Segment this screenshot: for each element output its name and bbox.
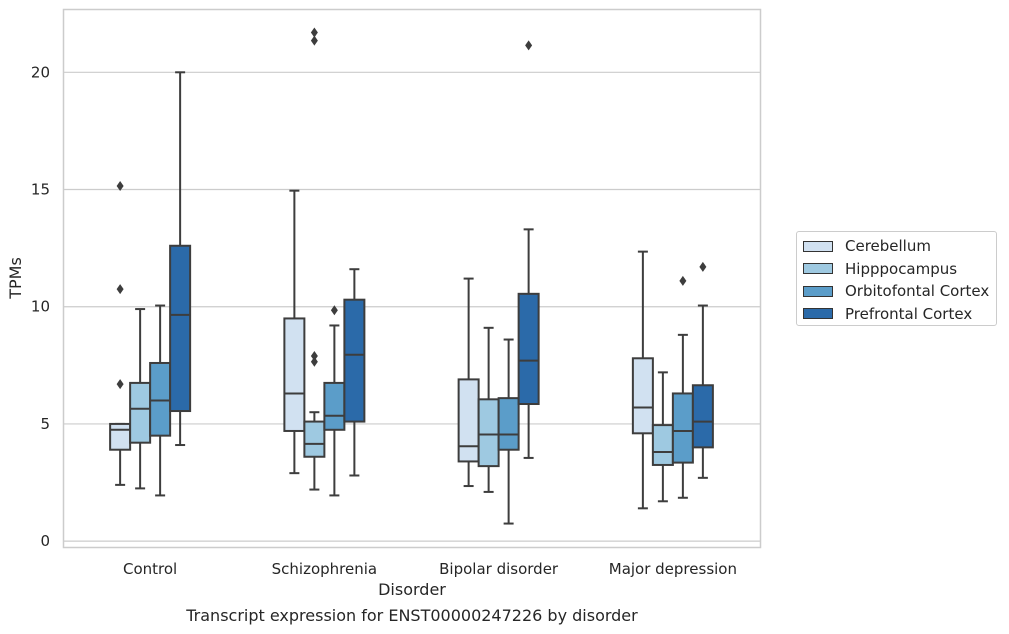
- box-iqr: [497, 397, 520, 451]
- x-tick-label: Bipolar disorder: [439, 560, 559, 578]
- box-2-2: [497, 338, 520, 525]
- legend-item: Cerebellum: [803, 235, 996, 258]
- y-tick-label: 0: [40, 532, 50, 550]
- box-2-1: [323, 305, 346, 497]
- y-axis-label: TPMs: [6, 257, 25, 300]
- outlier-point: [330, 305, 338, 316]
- box-2-0: [149, 304, 172, 497]
- box-iqr: [303, 420, 326, 458]
- box-iqr: [149, 361, 172, 437]
- outlier-point: [699, 261, 707, 272]
- outlier-point: [310, 35, 318, 46]
- box-iqr: [283, 317, 306, 432]
- y-tick-label: 10: [31, 298, 50, 316]
- box-0-3: [631, 250, 654, 510]
- box-2-3: [671, 275, 694, 499]
- box-iqr: [129, 381, 152, 444]
- box-1-2: [477, 326, 500, 493]
- legend-label: Hipppocampus: [845, 259, 958, 278]
- box-3-2: [517, 40, 540, 459]
- chart-caption: Transcript expression for ENST0000024722…: [186, 606, 638, 625]
- box-0-1: [283, 189, 306, 475]
- box-0-0: [109, 180, 132, 486]
- box-1-1: [303, 27, 326, 491]
- outlier-point: [116, 379, 124, 390]
- outlier-point: [116, 180, 124, 191]
- legend-label: Orbitofontal Cortex: [845, 282, 990, 301]
- y-tick-label: 20: [31, 63, 50, 81]
- legend-swatch: [803, 263, 833, 275]
- grid-lines: [63, 71, 760, 542]
- legend-item: Prefrontal Cortex: [803, 303, 996, 326]
- box-1-3: [651, 371, 674, 503]
- x-tick-label: Control: [123, 560, 177, 578]
- x-axis-label: Disorder: [378, 580, 446, 599]
- x-tick-labels: Control Schizophrenia Bipolar disorder Majo…: [123, 560, 737, 578]
- box-iqr: [323, 381, 346, 431]
- legend-swatch: [803, 308, 833, 320]
- legend-label: Prefrontal Cortex: [845, 304, 973, 323]
- x-tick-label: Schizophrenia: [272, 560, 377, 578]
- y-tick-label: 15: [31, 181, 50, 199]
- box-iqr: [671, 392, 694, 464]
- box-iqr: [517, 292, 540, 406]
- box-iqr: [651, 424, 674, 466]
- x-tick-label: Major depression: [609, 560, 737, 578]
- legend-label: Cerebellum: [845, 237, 931, 256]
- box-iqr: [631, 357, 654, 435]
- box-iqr: [109, 422, 132, 451]
- legend-swatch: [803, 240, 833, 252]
- legend-item: Orbitofontal Cortex: [803, 280, 996, 303]
- y-tick-labels: 0 5 10 15 20: [31, 63, 50, 550]
- outlier-point: [679, 275, 687, 286]
- legend-swatch: [803, 285, 833, 297]
- box-3-0: [169, 71, 192, 447]
- box-1-0: [129, 308, 152, 490]
- box-iqr: [477, 398, 500, 468]
- outlier-point: [310, 350, 318, 361]
- outlier-point: [116, 284, 124, 295]
- box-iqr: [169, 244, 192, 413]
- y-tick-label: 5: [40, 415, 50, 433]
- legend: Cerebellum Hipppocampus Orbitofontal Cor…: [796, 231, 997, 326]
- box-iqr: [457, 378, 480, 463]
- legend-item: Hipppocampus: [803, 258, 996, 281]
- box-iqr: [691, 384, 714, 449]
- box-0-2: [457, 277, 480, 488]
- outlier-point: [310, 27, 318, 38]
- box-groups: [109, 27, 714, 525]
- box-iqr: [343, 298, 366, 423]
- outlier-point: [310, 356, 318, 367]
- box-3-1: [343, 268, 366, 477]
- outlier-point: [525, 40, 533, 51]
- plot-area-frame: [62, 8, 762, 549]
- box-3-3: [691, 261, 714, 479]
